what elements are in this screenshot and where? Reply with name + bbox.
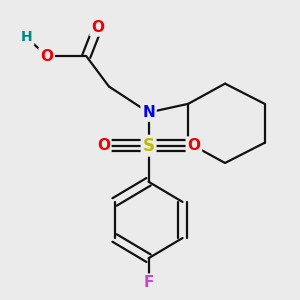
Text: F: F — [143, 275, 154, 290]
Text: O: O — [97, 138, 110, 153]
Text: O: O — [91, 20, 104, 35]
Text: N: N — [142, 105, 155, 120]
Text: O: O — [40, 49, 53, 64]
Text: S: S — [142, 137, 154, 155]
Text: H: H — [21, 31, 33, 44]
Text: O: O — [188, 138, 200, 153]
